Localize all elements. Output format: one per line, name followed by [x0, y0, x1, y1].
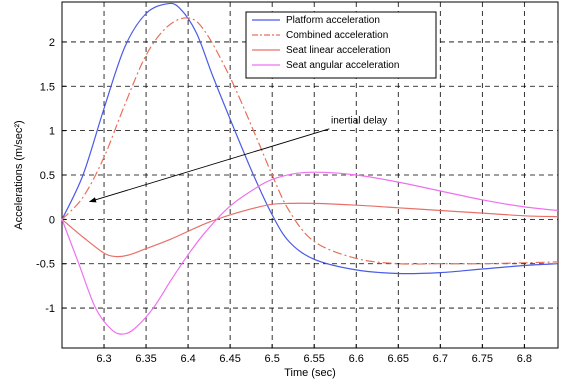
y-tick-label: -1 [45, 303, 55, 315]
x-tick-label: 6.6 [349, 353, 364, 365]
x-axis-label: Time (sec) [284, 367, 336, 379]
y-tick-label: 0.5 [40, 170, 55, 182]
grid [62, 2, 558, 348]
x-tick-label: 6.3 [96, 353, 111, 365]
series-line-3 [61, 202, 559, 258]
y-tick-label: 2 [49, 37, 55, 49]
x-tick-label: 6.8 [517, 353, 532, 365]
x-tick-label: 6.4 [180, 353, 195, 365]
x-tick-label: 6.7 [433, 353, 448, 365]
legend-box [245, 11, 437, 79]
x-tick-label: 6.55 [303, 353, 324, 365]
legend-entry-label: Seat linear acceleration [286, 45, 391, 56]
y-ticks: -1 -0.5 0 0.5 1 1.5 2 [36, 37, 66, 315]
series-line-2 [61, 17, 559, 265]
y-tick-label: -0.5 [36, 259, 55, 271]
annotation-text: inertial delay [331, 116, 387, 127]
x-ticks: 6.3 6.35 6.4 6.45 6.5 6.55 6.6 6.65 6.7 6.75 6.8 [96, 344, 532, 365]
y-axis-label: Accelerations (m/sec²) [13, 120, 25, 229]
y-tick-label: 1 [49, 126, 55, 138]
legend-entry-label: Seat angular acceleration [286, 60, 399, 71]
x-tick-label: 6.75 [472, 353, 493, 365]
legend: Platform acceleration Combined accelerati… [245, 11, 437, 79]
y-tick-label: 1.5 [40, 81, 55, 93]
x-tick-label: 6.5 [265, 353, 280, 365]
x-tick-label: 6.35 [135, 353, 156, 365]
series-lines [61, 2, 559, 335]
x-tick-label: 6.45 [219, 353, 240, 365]
y-tick-label: 0 [49, 214, 55, 226]
annotation-arrow [88, 128, 330, 203]
x-tick-label: 6.65 [388, 353, 409, 365]
annotations: inertial delay [88, 116, 387, 203]
legend-entry-label: Platform acceleration [286, 15, 380, 26]
series-line-4 [61, 171, 559, 335]
legend-entry-label: Combined acceleration [286, 30, 388, 41]
series-line-1 [61, 2, 559, 275]
